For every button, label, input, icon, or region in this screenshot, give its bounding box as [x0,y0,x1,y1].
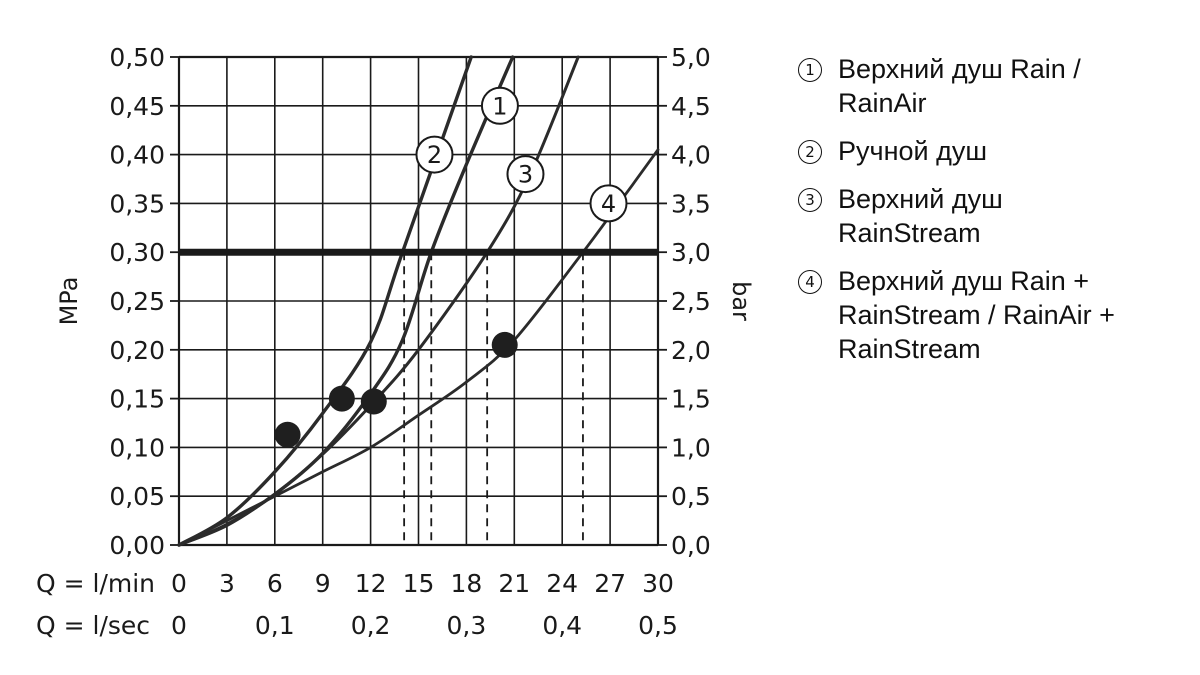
y-tick-label-left: 0,30 [109,238,165,267]
series-marker-circle-4 [589,184,628,223]
y-tick-label-right: 3,5 [671,189,711,218]
y-tick-label-left: 0,35 [109,189,165,218]
legend-item-3: 3 Верхний душ RainStream [798,182,1188,250]
x-tick-label: 6 [267,569,283,598]
series-marker-number-3: 3 [518,161,533,189]
y-tick-label-left: 0,40 [109,141,165,170]
y-tick-label-right: 2,5 [671,287,711,316]
grid [170,55,667,547]
series-marker-number-2: 2 [427,141,442,169]
legend-number-icon: 3 [798,188,822,212]
legend-label: Ручной душ [838,136,988,166]
x-tick-label: 18 [450,569,482,598]
y-tick-label-right: 0,5 [671,482,711,511]
series-line-4 [177,148,660,547]
x2-tick-label: 0,4 [542,611,582,640]
y-tick-label-left: 0,20 [109,336,165,365]
data-point-1 [328,385,355,412]
x2-tick-label: 0 [171,611,187,640]
x2-tick-label: 0,2 [351,611,391,640]
y-axis-title-left: MPa [55,277,83,326]
x-unit-label: Q = l/min [36,569,155,598]
y-tick-label-right: 4,0 [671,141,711,170]
x2-tick-label: 0,3 [447,611,487,640]
y-tick-label-right: 3,0 [671,238,711,267]
y-tick-label-left: 0,45 [109,92,165,121]
series-marker-number-4: 4 [601,190,616,218]
x-tick-label: 9 [315,569,331,598]
data-points [274,331,518,448]
legend-label: Верхний душ Rain / RainAir [838,54,1081,118]
y-axis-title-right: bar [727,281,755,321]
series-marker-circle-1 [480,86,519,125]
y-tick-label-right: 2,0 [671,336,711,365]
y-tick-label-right: 1,5 [671,385,711,414]
series-markers: 1 2 3 4 [415,86,628,223]
legend: 1 Верхний душ Rain / RainAir 2 Ручной ду… [798,52,1188,380]
tick-labels: 0,000,050,100,150,200,250,300,350,400,45… [36,43,755,640]
data-point-4 [491,331,518,358]
x-tick-label: 24 [546,569,578,598]
series-marker-number-1: 1 [492,92,507,120]
y-tick-label-left: 0,05 [109,482,165,511]
x-tick-label: 15 [403,569,435,598]
legend-label: Верхний душ Rain + RainStream / RainAir … [838,266,1115,364]
x2-tick-label: 0,5 [638,611,678,640]
legend-item-1: 1 Верхний душ Rain / RainAir [798,52,1188,120]
series-marker-circle-2 [415,135,454,174]
legend-item-2: 2 Ручной душ [798,134,1188,168]
x2-unit-label: Q = l/sec [36,611,150,640]
y-tick-label-right: 1,0 [671,433,711,462]
x-tick-label: 3 [219,569,235,598]
dashed-guides [403,252,584,545]
x-tick-label: 30 [642,569,674,598]
x-tick-label: 27 [594,569,626,598]
x-tick-label: 21 [498,569,530,598]
y-tick-label-left: 0,15 [109,385,165,414]
x2-tick-label: 0,1 [255,611,295,640]
y-tick-label-right: 5,0 [671,43,711,72]
legend-number-icon: 2 [798,140,822,164]
data-point-3 [360,388,387,415]
x-tick-label: 0 [171,569,187,598]
series-marker-circle-3 [506,155,545,194]
legend-number-icon: 1 [798,58,822,82]
data-point-2 [274,421,301,448]
y-tick-label-right: 4,5 [671,92,711,121]
y-tick-label-left: 0,50 [109,43,165,72]
y-tick-label-left: 0,10 [109,433,165,462]
legend-label: Верхний душ RainStream [838,184,1003,248]
y-tick-label-left: 0,00 [109,531,165,560]
legend-number-icon: 4 [798,270,822,294]
x-tick-label: 12 [355,569,387,598]
legend-item-4: 4 Верхний душ Rain + RainStream / RainAi… [798,264,1188,366]
y-tick-label-left: 0,25 [109,287,165,316]
y-tick-label-right: 0,0 [671,531,711,560]
